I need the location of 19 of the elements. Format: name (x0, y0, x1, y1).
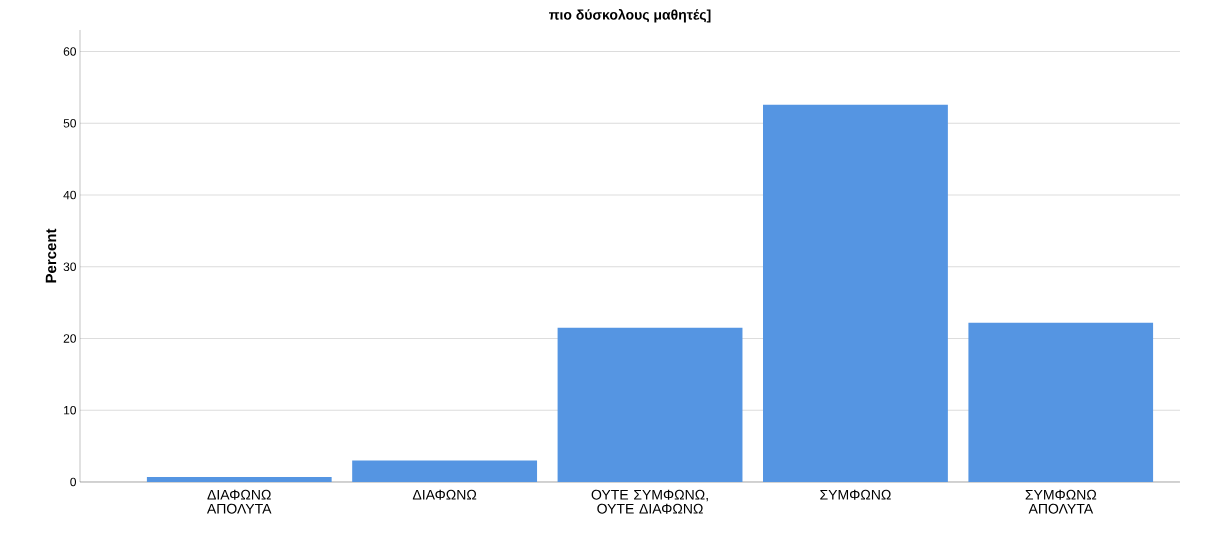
y-tick-label: 20 (63, 334, 77, 343)
x-tick-label: ΣΥΜΦΩΝΩ (820, 489, 891, 500)
chart-title: πιο δύσκολους μαθητές] (549, 9, 711, 23)
bar (557, 327, 743, 482)
x-tick-label: ΔΙΑΦΩΝΩ (412, 489, 477, 500)
bar (352, 460, 538, 482)
x-tick-label: ΔΙΑΦΩΝΩ ΑΠΟΛΥΤΑ (206, 489, 272, 514)
y-axis-title: Percent (45, 228, 57, 283)
y-tick-label: 30 (63, 262, 77, 271)
bar (763, 104, 948, 482)
bar (968, 322, 1154, 482)
x-tick-label: ΟΥΤΕ ΣΥΜΦΩΝΩ, ΟΥΤΕ ΔΙΑΦΩΝΩ (591, 489, 708, 514)
y-tick-label: 50 (63, 119, 77, 128)
x-tick-label: ΣΥΜΦΩΝΩ ΑΠΟΛΥΤΑ (1025, 489, 1097, 514)
y-tick-label: 40 (63, 190, 77, 200)
bar (146, 476, 332, 482)
y-tick-label: 0 (70, 477, 77, 487)
y-tick-label: 10 (64, 406, 77, 415)
y-tick-label: 60 (63, 47, 77, 56)
